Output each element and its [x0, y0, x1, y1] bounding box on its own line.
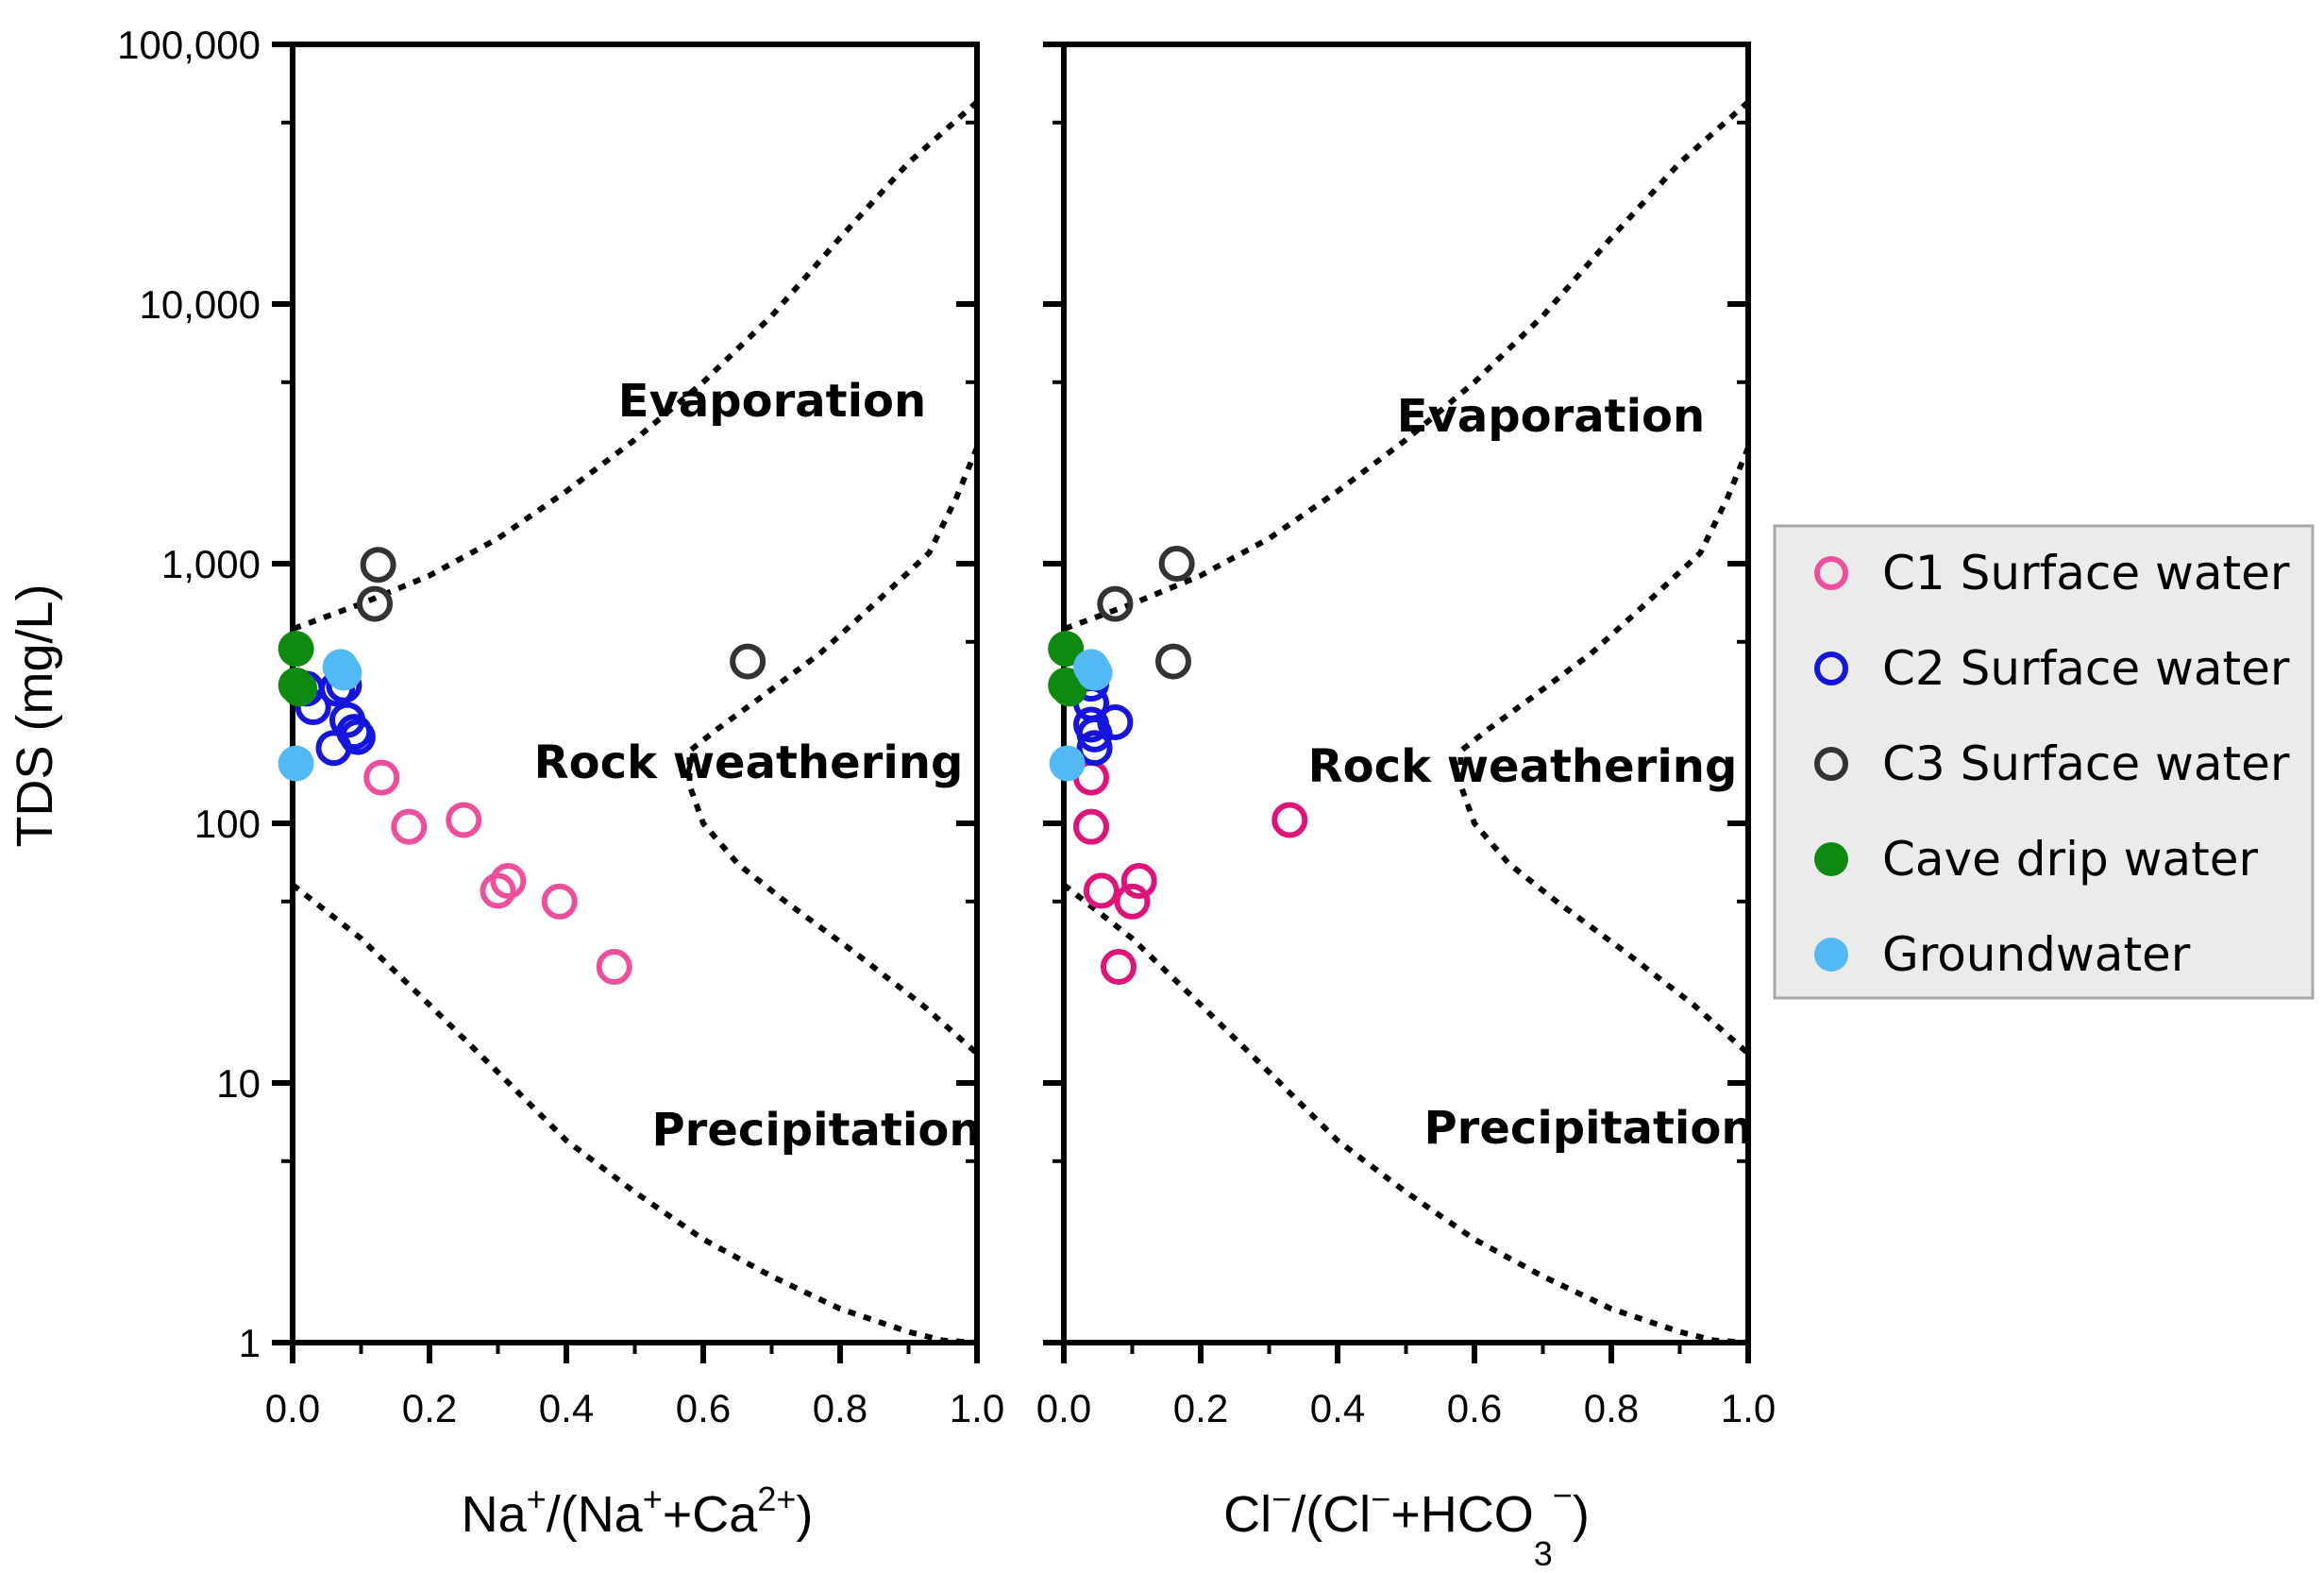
y-tick-label: 10 [216, 1061, 261, 1106]
panel-2-c2-point [1097, 703, 1134, 740]
panel-2-x-tick-label: 1.0 [1721, 1386, 1776, 1430]
panel-2-gw-point [1076, 654, 1113, 691]
panel-2-c2-point [1076, 730, 1113, 767]
legend-marker-gw [1814, 938, 1848, 972]
panel-2-upper-boundary-curve [1064, 99, 1748, 633]
panel-2-c1-point [1083, 872, 1120, 909]
y-tick-label: 1 [239, 1321, 261, 1365]
panel-1-c3-point [730, 643, 766, 680]
panel-1-c1-point [490, 863, 527, 900]
panel-1-x-tick-label: 1.0 [950, 1386, 1004, 1430]
panel-2-c1-point [1114, 883, 1151, 920]
panel-2-c3-point [1097, 585, 1134, 622]
y-axis-title: TDS (mg/L) [7, 584, 63, 847]
panel-1-c1-point [480, 872, 516, 909]
panel-na-ratio: 1 10 100 1,000 10,000 100,000 0.0 0.2 0.4 0.6 0.8 1… [117, 23, 1004, 1543]
legend: C1 Surface water C2 Surface water C3 Surfa… [1773, 524, 2315, 1000]
legend-label-gw: Groundwater [1882, 927, 2191, 982]
panel-1-cave-point [281, 670, 318, 707]
panel-2-lower-boundary-curve [1064, 882, 1748, 1343]
panel-2-c1-point [1271, 802, 1308, 838]
panel-1-upper-boundary-curve [293, 99, 977, 633]
panel-cl-ratio: 0.0 0.2 0.4 0.6 0.8 1.0 Evaporation Rock weat… [1036, 42, 1776, 1573]
panel-2-evaporation-label: Evaporation [1397, 390, 1705, 443]
panel-1-c2-point [315, 730, 352, 767]
panel-2-c3-point [1155, 643, 1191, 680]
panel-1-c1-point [596, 949, 632, 986]
y-tick-label: 1,000 [161, 542, 261, 586]
panel-2-c1-point [1120, 863, 1157, 900]
panel-2-x-tick-label: 0.4 [1310, 1386, 1365, 1430]
panel-1-cave-point [278, 631, 314, 668]
panel-1-c3-point [360, 547, 396, 584]
panel-2-cave-point [1048, 631, 1085, 668]
legend-marker-c1 [1814, 556, 1848, 590]
panel-2-precipitation-label: Precipitation [1423, 1102, 1753, 1155]
panel-1-c1-point [446, 802, 482, 838]
panel-1-rock-weathering-label: Rock weathering [534, 736, 964, 789]
panel-1-c1-point [363, 759, 400, 796]
panel-1-c1-point [391, 808, 428, 845]
panel-2-x-tick-label: 0.2 [1173, 1386, 1228, 1430]
legend-marker-c3 [1814, 747, 1848, 781]
panel-2-x-axis-title: Cl−/(Cl−+HCO3−) [1223, 1476, 1590, 1573]
panel-1-precipitation-label: Precipitation [651, 1104, 981, 1157]
legend-marker-c2 [1814, 651, 1848, 685]
panel-1-c1-point [541, 883, 578, 920]
y-tick-label: 100,000 [117, 23, 261, 67]
panel-1-evaporation-label: Evaporation [618, 375, 926, 428]
panel-1-x-tick-label: 0.8 [813, 1386, 867, 1430]
panel-2-c3-point [1158, 546, 1195, 582]
panel-1-x-tick-label: 0.4 [539, 1386, 594, 1430]
panel-1-c3-point [357, 585, 393, 622]
panel-1-lower-boundary-curve [293, 882, 977, 1343]
panel-1-boundary-curves [293, 99, 977, 1343]
legend-box [1773, 524, 2315, 1000]
legend-marker-cave [1814, 842, 1848, 876]
panel-2-ticks: 0.0 0.2 0.4 0.6 0.8 1.0 [1036, 42, 1776, 1430]
panel-1-x-tick-label: 0.2 [402, 1386, 457, 1430]
y-tick-label: 10,000 [140, 282, 261, 327]
legend-label-c3: C3 Surface water [1882, 736, 2290, 791]
panel-1-gw-point [278, 745, 314, 782]
panel-2-gw-point [1049, 745, 1086, 782]
panel-2-c1-point [1101, 949, 1137, 986]
legend-label-c2: C2 Surface water [1882, 641, 2290, 696]
panel-1-ticks: 1 10 100 1,000 10,000 100,000 0.0 0.2 0.4 0.6 0.8 1… [117, 23, 1004, 1430]
panel-2-x-tick-label: 0.6 [1447, 1386, 1502, 1430]
panel-1-x-tick-label: 0.6 [676, 1386, 731, 1430]
panel-1-gw-point [326, 654, 362, 691]
panel-1-x-axis-title: Na+/(Na++Ca2+) [462, 1480, 814, 1543]
panel-1-x-tick-label: 0.0 [265, 1386, 320, 1430]
panel-2-points [1048, 546, 1308, 986]
panel-2-c1-point [1073, 808, 1109, 845]
panel-2-boundary-curves [1064, 99, 1748, 1343]
panel-2-rock-weathering-label: Rock weathering [1308, 740, 1738, 793]
y-tick-label: 100 [194, 802, 261, 846]
panel-2-x-tick-label: 0.8 [1584, 1386, 1639, 1430]
panel-2-x-tick-label: 0.0 [1036, 1386, 1091, 1430]
legend-label-cave: Cave drip water [1882, 832, 2259, 887]
panel-1-points [278, 547, 766, 986]
legend-label-c1: C1 Surface water [1882, 546, 2290, 600]
